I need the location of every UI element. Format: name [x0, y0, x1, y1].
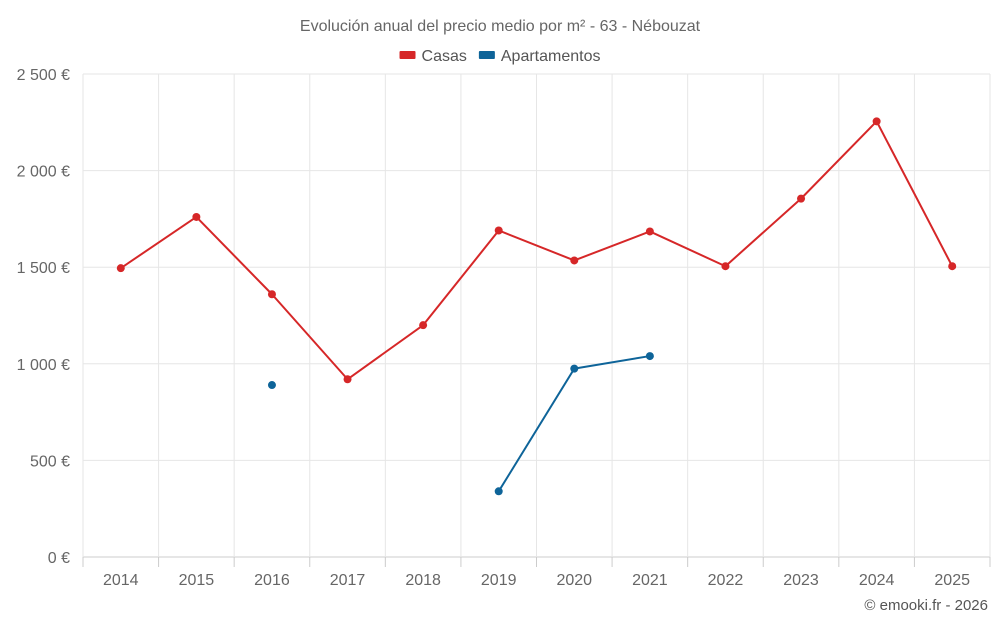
- data-point-casas: [570, 256, 579, 265]
- x-tick-label: 2023: [783, 572, 819, 589]
- series-line-casas: [120, 120, 954, 381]
- x-tick-label: 2017: [330, 572, 366, 589]
- credit-text: © emooki.fr - 2026: [864, 597, 988, 614]
- x-tick-label: 2016: [254, 572, 290, 589]
- x-tick-label: 2025: [934, 572, 970, 589]
- data-point-apartamentos: [494, 487, 503, 496]
- data-point-casas: [192, 212, 201, 221]
- data-point-casas: [797, 194, 806, 203]
- y-tick-label: 1 000 €: [17, 357, 70, 374]
- legend-swatch: [478, 51, 495, 59]
- x-axis: 2014 2015 2016 2017 2018 2019 2020 2021 2022 2023…: [82, 557, 991, 589]
- legend-swatch: [399, 51, 416, 59]
- x-tick-label: 2015: [179, 572, 215, 589]
- legend-label: Casas: [422, 48, 467, 65]
- y-tick-label: 0 €: [48, 550, 70, 567]
- series-line-apartamentos: [497, 355, 651, 492]
- data-point-apartamentos: [267, 381, 276, 390]
- data-point-casas: [948, 262, 957, 271]
- series-layer: [116, 117, 957, 496]
- y-tick-label: 2 000 €: [17, 164, 70, 181]
- data-point-casas: [872, 117, 881, 126]
- chart-title: Evolución anual del precio medio por m² …: [300, 18, 701, 35]
- data-point-apartamentos: [645, 352, 654, 361]
- x-tick-label: 2022: [708, 572, 744, 589]
- grid-lines: [82, 73, 991, 558]
- legend-item-apartamentos: Apartamentos: [478, 48, 601, 65]
- x-tick-label: 2019: [481, 572, 517, 589]
- data-point-casas: [116, 264, 125, 273]
- x-tick-label: 2018: [405, 572, 441, 589]
- y-axis: 0 € 500 € 1 000 € 1 500 € 2 000 € 2 500 €: [17, 67, 70, 567]
- data-point-casas: [494, 226, 503, 235]
- data-point-apartamentos: [570, 364, 579, 373]
- data-point-casas: [419, 321, 428, 330]
- data-point-casas: [645, 227, 654, 236]
- y-tick-label: 2 500 €: [17, 67, 70, 84]
- x-tick-label: 2021: [632, 572, 668, 589]
- y-tick-label: 1 500 €: [17, 260, 70, 277]
- legend-label: Apartamentos: [501, 48, 601, 65]
- legend-item-casas: Casas: [399, 48, 467, 65]
- data-point-casas: [267, 290, 276, 299]
- x-tick-label: 2014: [103, 572, 139, 589]
- x-tick-label: 2024: [859, 572, 895, 589]
- data-point-casas: [343, 375, 352, 384]
- data-point-casas: [721, 262, 730, 271]
- legend: Casas Apartamentos: [399, 48, 601, 65]
- x-tick-label: 2020: [556, 572, 592, 589]
- y-tick-label: 500 €: [30, 453, 70, 470]
